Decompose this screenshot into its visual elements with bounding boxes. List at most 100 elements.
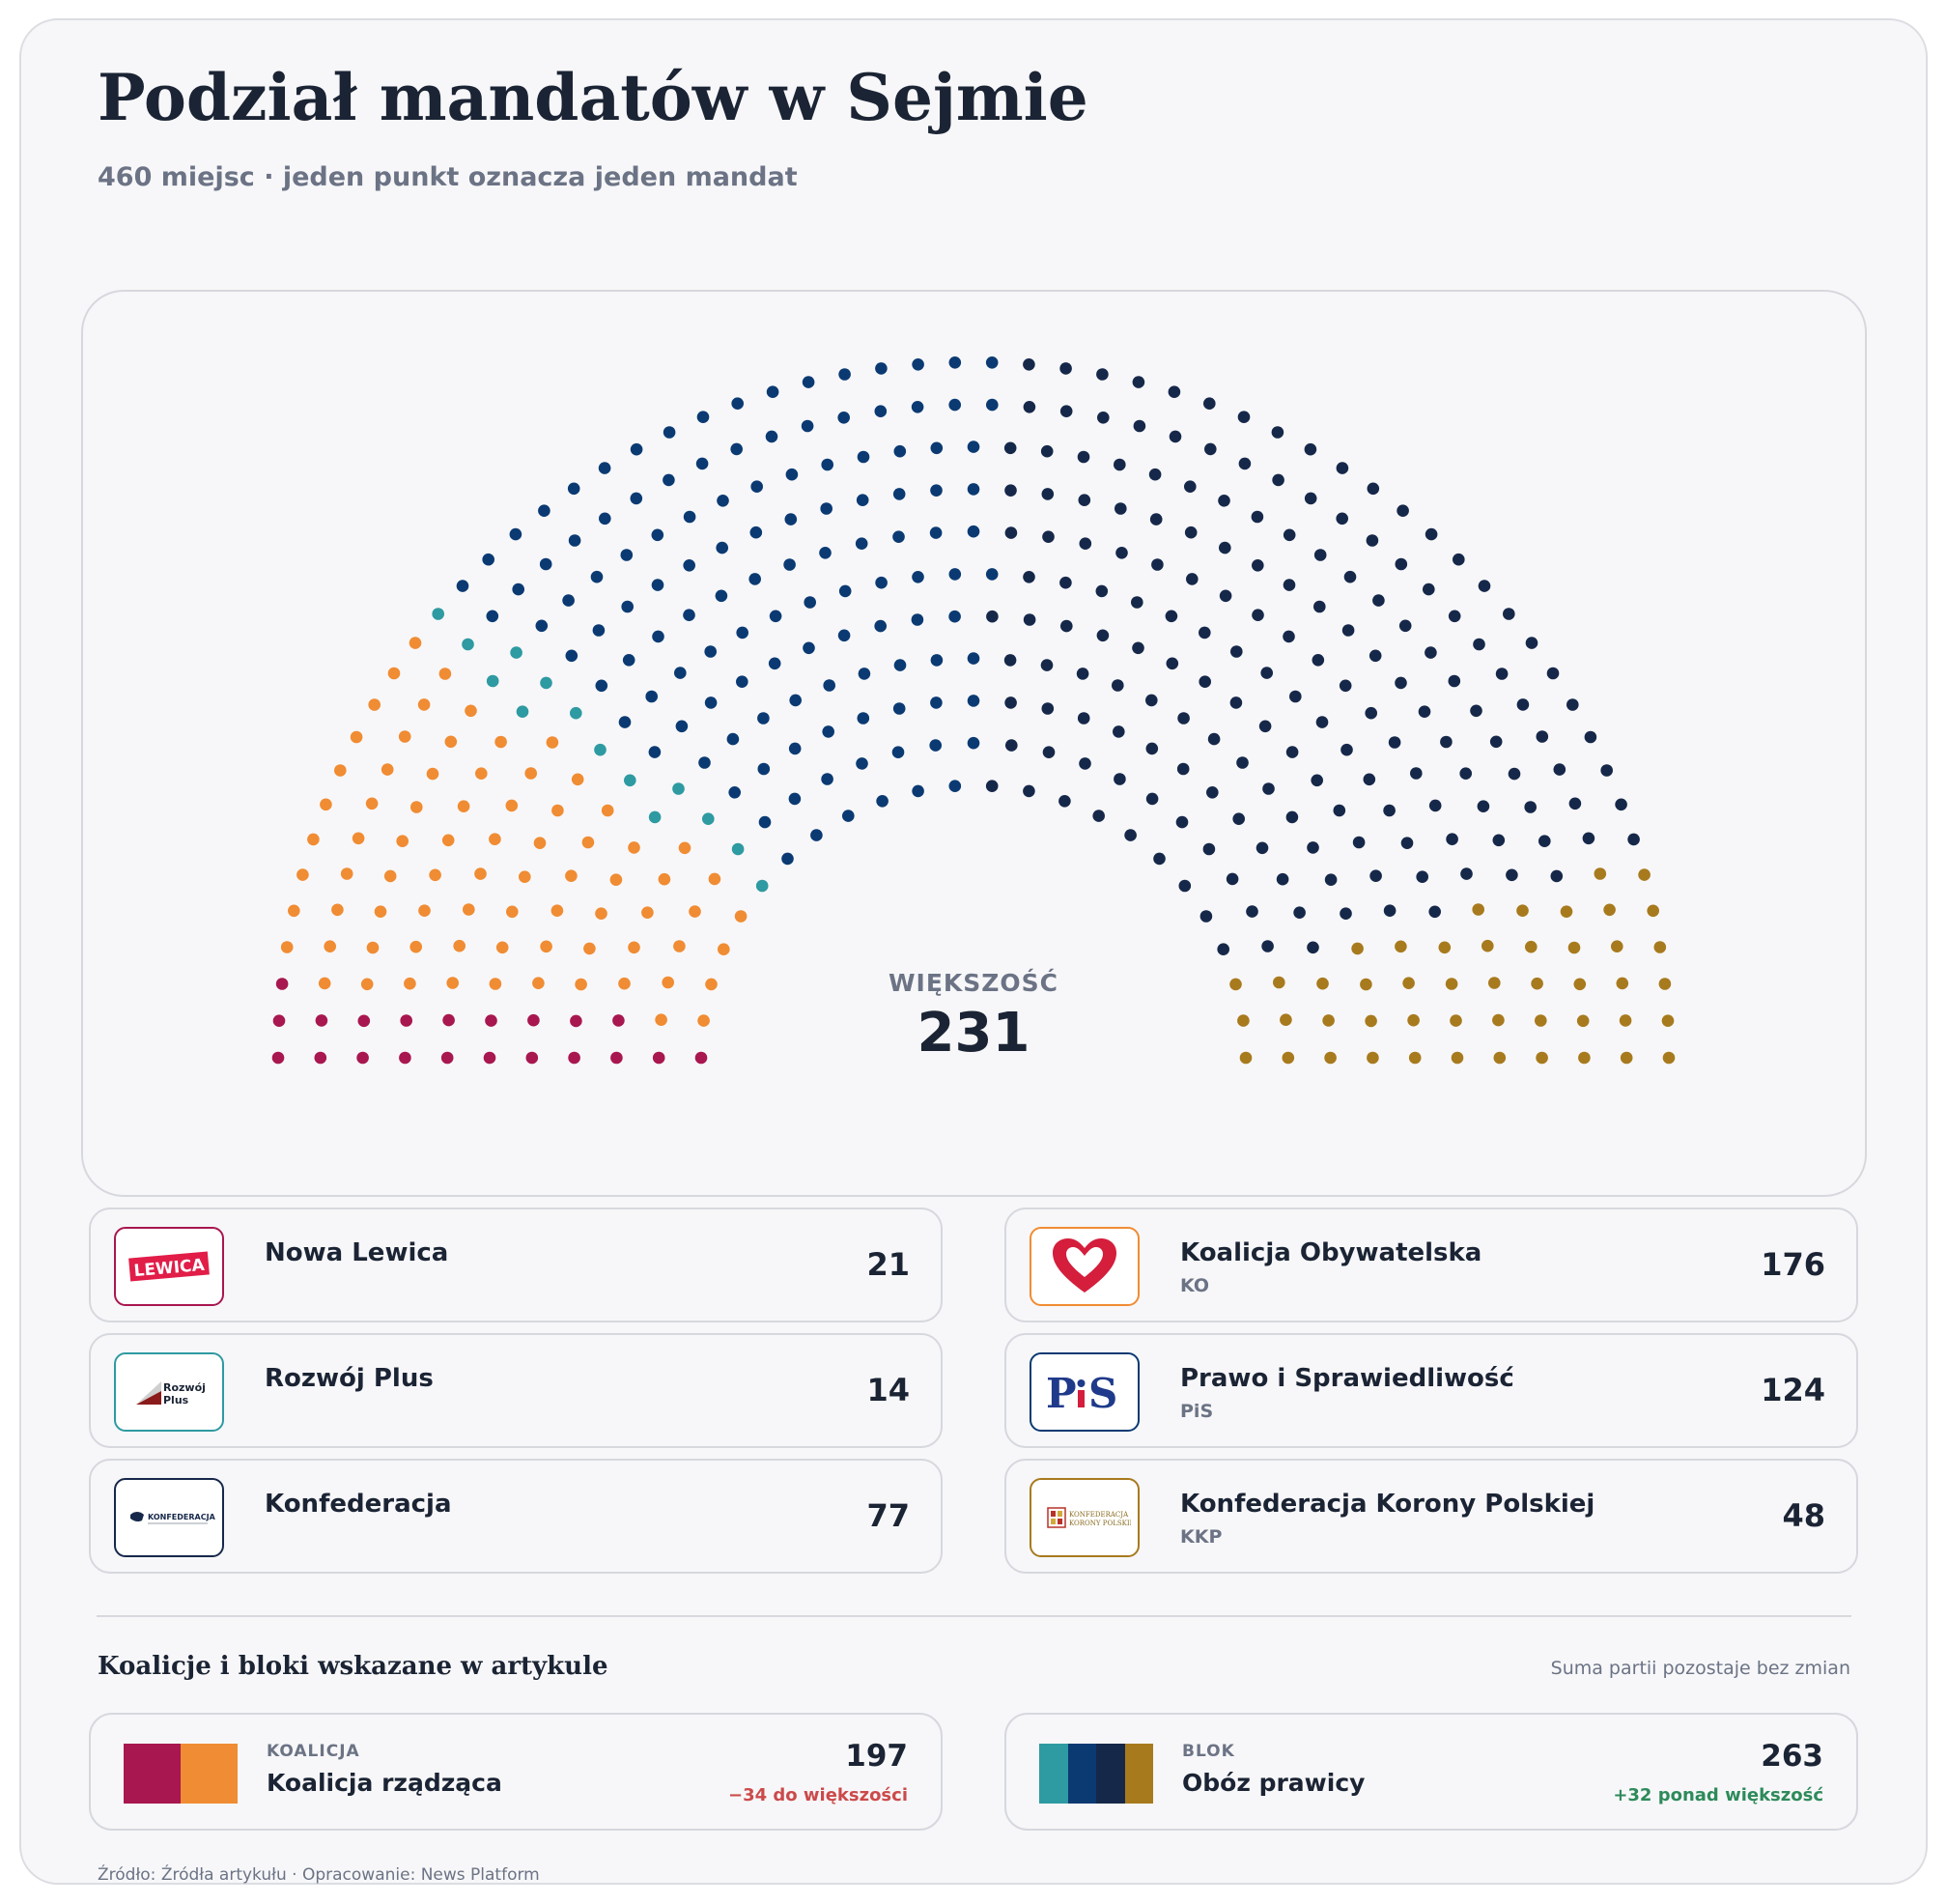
seat-dot [565,869,578,882]
seat-dot [1246,905,1258,918]
seat-dot [404,977,416,990]
seat-dot [789,694,802,707]
seat-dot [662,976,674,989]
seat-dot [489,978,502,990]
seat-dot [697,1014,710,1027]
seat-dot [1473,638,1485,651]
seat-dot [1003,654,1017,667]
seat-dot [271,1051,285,1065]
seat-dot [1153,852,1166,866]
seat-dot [1600,764,1613,777]
seat-dot [948,568,962,581]
seat-dot [1202,842,1216,856]
seat-dot [568,1051,580,1065]
seat-dot [570,706,582,720]
konfederacja-logo-text: KONFEDERACJA [148,1513,215,1521]
seat-dot [1524,801,1537,813]
seat-dot [383,869,397,883]
seat-dot [1489,735,1503,749]
seat-dot [1423,583,1435,596]
seat-dot [567,482,580,496]
seat-dot [1363,773,1376,786]
seat-dot [410,801,423,813]
seat-dot [1460,867,1473,880]
seat-dot [1311,774,1323,787]
seat-dot [1615,798,1627,811]
seat-dot [893,659,907,671]
seat-dot [1059,405,1073,417]
seat-dot [695,457,709,470]
seat-dot [838,584,852,598]
seat-dot [704,696,718,709]
seat-dot [505,799,519,812]
seat-dot [715,589,728,603]
seat-dot [1115,547,1128,559]
seat-dot [595,679,608,693]
konfederacja-logo-icon: KONFEDERACJA [114,1478,224,1557]
seat-dot [381,763,394,776]
seat-dot [1256,841,1269,855]
seat-dot [562,594,575,607]
seat-dot [948,610,961,623]
seat-dot [1333,804,1346,817]
seat-dot [1023,784,1035,798]
page-title: Podział mandatów w Sejmie [98,60,1088,135]
seat-dot [630,492,643,505]
seat-dot [842,810,855,822]
party-seats: 77 [866,1497,910,1534]
seat-dot [645,690,658,703]
seat-dot [876,795,889,808]
seat-dot [788,742,802,755]
seat-dot [757,712,770,725]
seat-dot [683,559,695,572]
seat-dot [673,940,686,952]
seat-dot [1178,879,1192,893]
seat-dot [366,941,380,954]
seat-dot [641,906,654,919]
coalition-name: Koalicja rządząca [267,1769,502,1797]
seat-dot [783,558,796,571]
seat-dot [1260,667,1273,679]
seat-dot [1149,513,1163,526]
coalitions-note: Suma partii pozostaje bez zmian [1550,1658,1850,1679]
seat-dot [675,720,689,733]
seat-dot [1131,596,1143,609]
seat-dot [1226,872,1239,886]
seat-dot [858,668,871,680]
seat-dot [1536,730,1549,743]
party-abbr: KO [1180,1275,1210,1296]
seat-dot [399,1051,411,1065]
seat-dot [736,675,748,688]
seat-dot [875,362,888,375]
seat-dot [672,782,685,795]
seat-dot [540,676,552,690]
seat-dot [689,905,701,918]
seat-dot [1003,441,1017,455]
seat-dot [1307,941,1319,954]
source-footer: Źródło: Źródła artykułu · Opracowanie: N… [98,1865,540,1885]
seat-dot [1285,810,1299,824]
seat-dot [1472,903,1484,916]
coalition-name: Obóz prawicy [1182,1769,1366,1797]
seat-dot [1252,609,1264,621]
color-swatch [1067,1744,1096,1804]
seat-dot [912,571,924,583]
seat-dot [1175,815,1189,829]
party-abbr: KKP [1180,1526,1223,1548]
seat-dot [749,526,763,539]
party-card-koalicja-obywatelska: Koalicja Obywatelska KO 176 [1004,1208,1858,1322]
seat-dot [1352,836,1366,849]
seat-dot [728,786,741,799]
seat-dot [1199,675,1211,688]
seat-dot [527,1013,540,1027]
seat-dot [985,568,999,581]
color-swatch [181,1744,238,1804]
svg-text:KONFEDERACJA: KONFEDERACJA [1069,1511,1129,1519]
seat-dot [1041,702,1055,715]
seat-dot [438,668,452,680]
seat-dot [823,679,835,692]
color-swatch [1096,1744,1125,1804]
seat-dot [750,480,763,493]
seat-dot [857,450,870,464]
seat-dot [857,712,870,725]
